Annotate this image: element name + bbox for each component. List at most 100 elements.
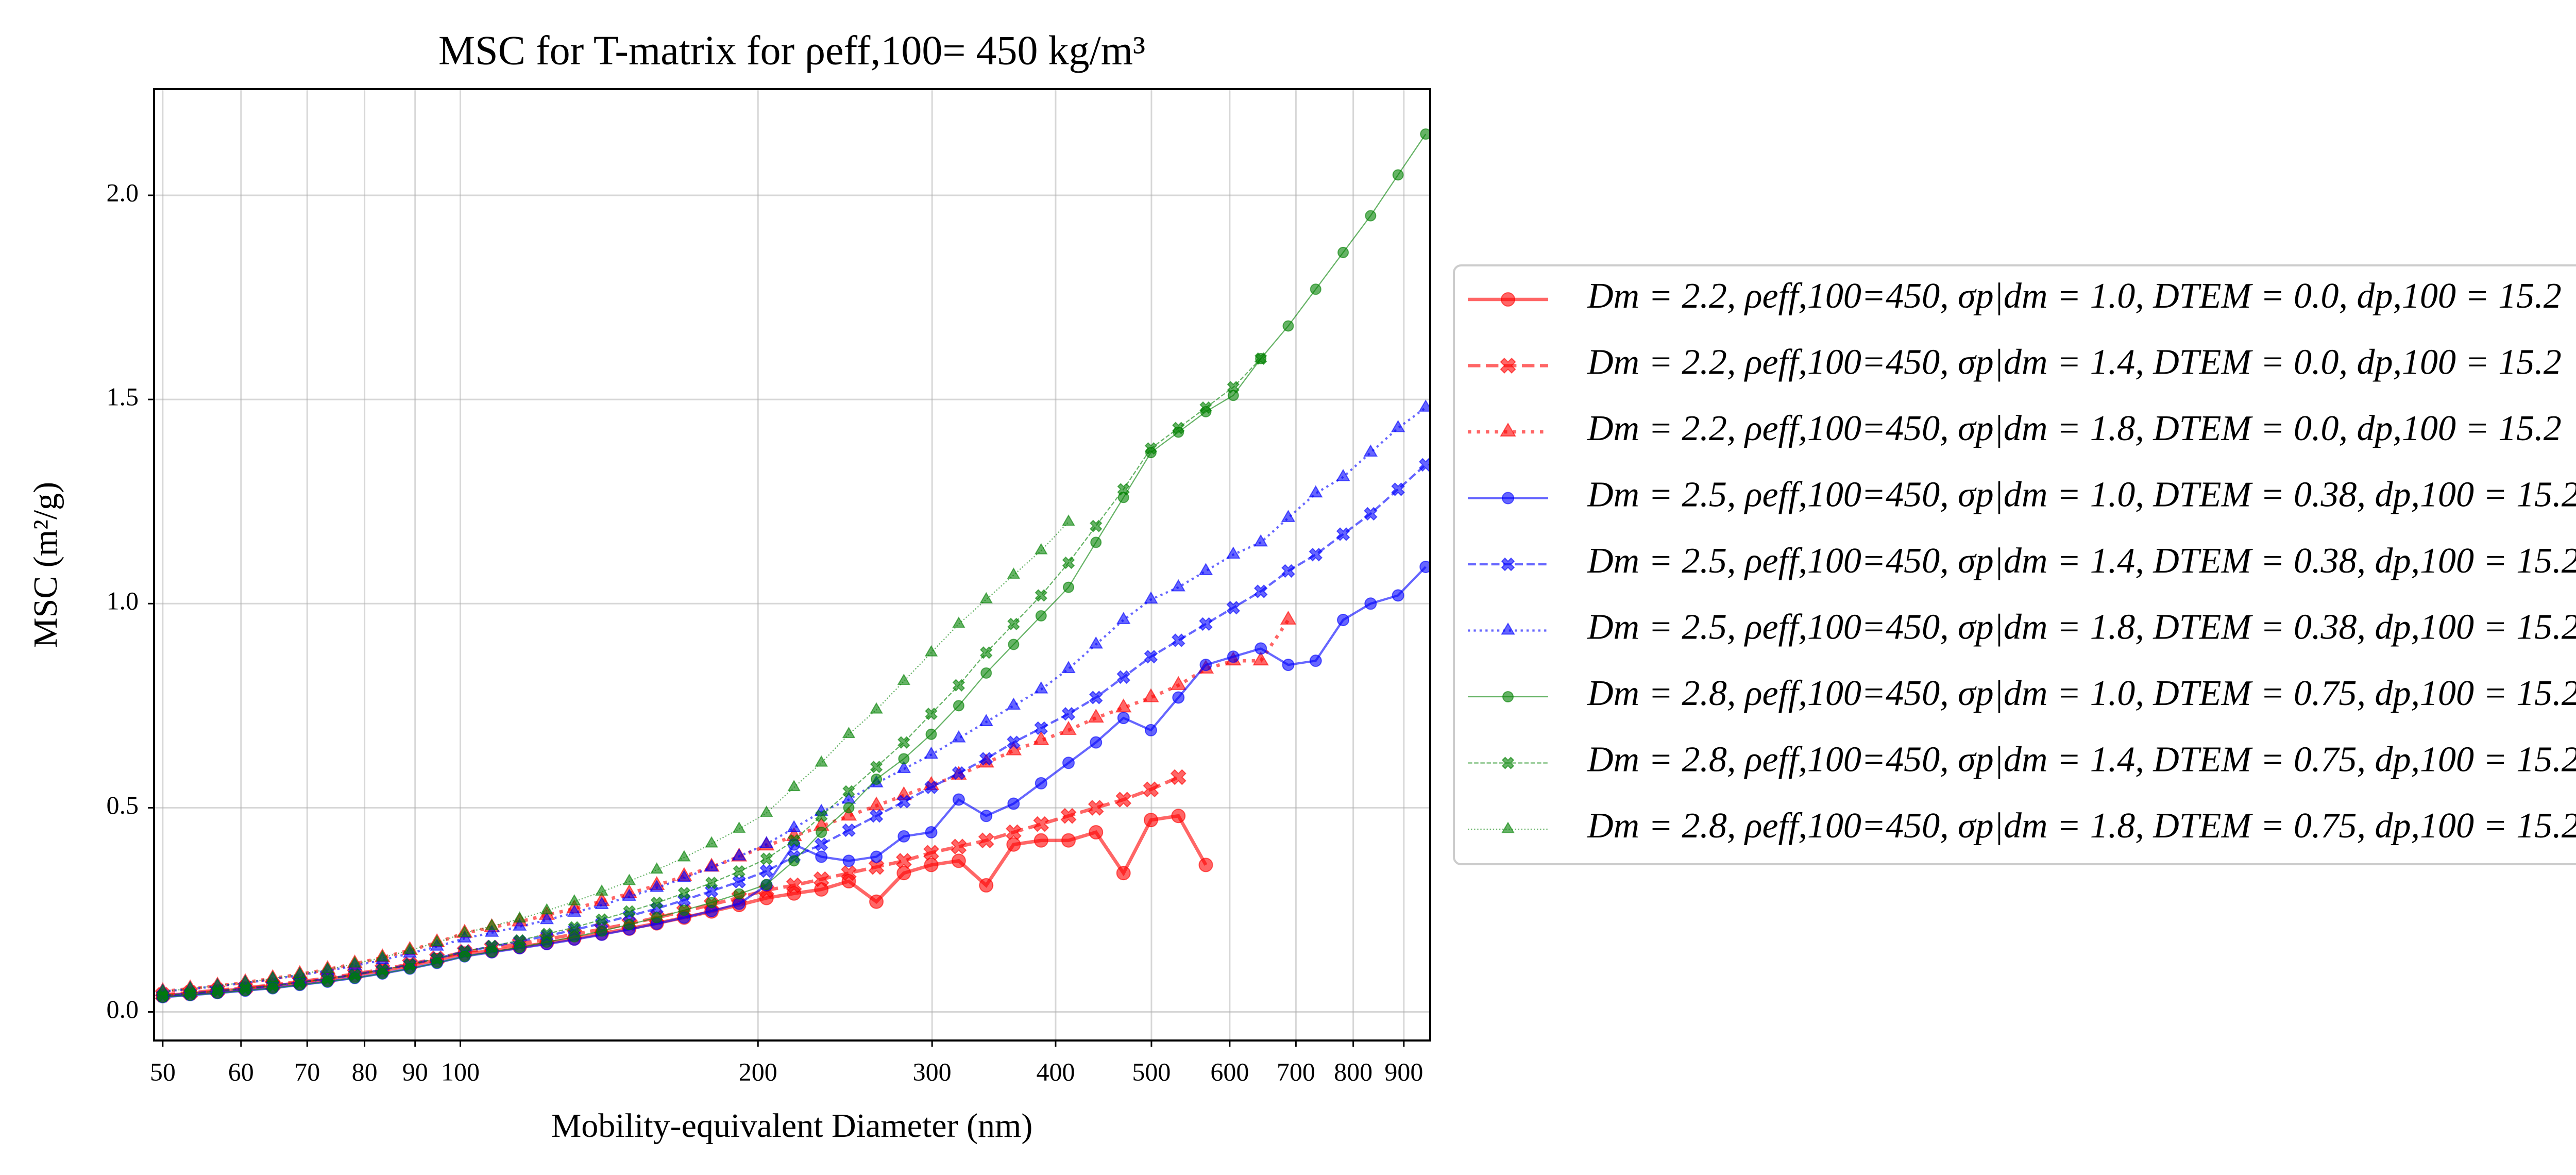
data-point <box>870 760 883 774</box>
legend-label: Dm = 2.2, ρeff,100=450, σp|dm = 1.0, DTE… <box>1587 276 2562 316</box>
data-point <box>1088 799 1104 816</box>
data-point <box>1034 721 1048 735</box>
data-point <box>376 950 389 962</box>
data-point <box>239 975 252 986</box>
data-point <box>1143 813 1158 828</box>
data-point <box>979 714 993 726</box>
data-point <box>1170 769 1187 785</box>
data-point <box>1062 581 1074 593</box>
data-point <box>897 830 910 843</box>
data-point <box>1090 736 1103 749</box>
data-point <box>156 984 170 996</box>
data-point <box>1143 688 1159 702</box>
data-point <box>1198 858 1213 872</box>
data-point <box>1226 600 1241 615</box>
data-point <box>869 809 884 823</box>
data-point <box>1005 824 1022 841</box>
data-point <box>596 925 607 937</box>
data-point <box>705 836 718 848</box>
data-point <box>1171 579 1185 592</box>
series-line <box>162 133 1427 998</box>
data-point <box>1364 597 1377 610</box>
x-axis-label: Mobility-equivalent Diameter (nm) <box>551 1107 1033 1145</box>
data-point <box>925 707 938 720</box>
data-point <box>595 913 608 926</box>
data-point <box>1143 781 1159 798</box>
data-point <box>732 875 746 889</box>
data-point <box>1253 584 1268 598</box>
plot-area <box>155 128 1430 1004</box>
data-point <box>430 935 444 947</box>
legend: Dm = 2.2, ρeff,100=450, σp|dm = 1.0, DTE… <box>1468 276 2576 846</box>
data-point <box>1007 735 1021 749</box>
data-point <box>321 962 334 973</box>
data-point <box>1418 399 1430 412</box>
data-point <box>1144 724 1157 736</box>
data-point <box>1090 536 1102 548</box>
data-point <box>814 837 828 852</box>
data-point <box>677 886 691 900</box>
data-point <box>979 878 994 893</box>
data-point <box>1282 320 1294 332</box>
data-point <box>1088 709 1104 723</box>
data-point <box>1171 809 1186 824</box>
x-tick-label: 200 <box>739 1057 777 1086</box>
data-point <box>595 897 609 909</box>
data-point <box>1062 556 1075 569</box>
data-point <box>1199 617 1213 631</box>
x-tick-label: 50 <box>150 1057 176 1086</box>
data-point <box>952 730 966 743</box>
data-point <box>980 810 993 822</box>
data-point <box>897 795 911 809</box>
data-point <box>1115 792 1132 808</box>
data-point <box>813 871 829 887</box>
data-point <box>870 850 883 863</box>
data-point <box>1008 639 1020 650</box>
data-point <box>953 700 964 712</box>
x-tick-label: 300 <box>913 1057 952 1086</box>
data-point <box>1199 659 1212 672</box>
data-point <box>1391 419 1405 432</box>
data-point <box>1420 128 1430 140</box>
series-line <box>162 775 1179 997</box>
data-point <box>321 972 334 985</box>
legend-marker <box>1501 622 1515 635</box>
data-point <box>540 903 554 915</box>
data-point <box>650 862 664 874</box>
data-point <box>1364 507 1378 521</box>
data-point <box>485 918 499 930</box>
data-point <box>815 755 828 767</box>
x-tick-label: 60 <box>228 1057 254 1086</box>
data-point <box>1227 381 1240 394</box>
data-point <box>1144 442 1158 455</box>
data-point <box>924 858 939 872</box>
data-point <box>815 810 828 822</box>
y-tick-label: 2.0 <box>107 178 139 207</box>
data-point <box>1172 691 1185 704</box>
data-point <box>1392 589 1404 602</box>
data-point <box>1280 610 1297 625</box>
data-point <box>677 869 691 882</box>
data-point <box>897 736 910 749</box>
data-point <box>952 679 965 692</box>
data-point <box>540 927 553 941</box>
legend-marker <box>1501 292 1515 307</box>
data-point <box>1089 691 1103 704</box>
data-point <box>513 934 526 947</box>
legend-label: Dm = 2.2, ρeff,100=450, σp|dm = 1.4, DTE… <box>1587 343 2562 382</box>
data-point <box>786 877 802 894</box>
legend-marker <box>1501 557 1515 572</box>
data-point <box>678 904 690 916</box>
data-point <box>1006 697 1021 710</box>
x-tick-label: 400 <box>1036 1057 1075 1086</box>
data-point <box>376 963 389 977</box>
data-point <box>732 821 746 833</box>
x-tick-label: 700 <box>1277 1057 1315 1086</box>
legend-label: Dm = 2.5, ρeff,100=450, σp|dm = 1.8, DTE… <box>1587 608 2576 647</box>
x-tick-label: 600 <box>1210 1057 1249 1086</box>
data-point <box>623 918 635 930</box>
chart-title: MSC for T-matrix for ρeff,100= 450 kg/m³ <box>438 28 1145 73</box>
data-point <box>759 864 774 878</box>
data-point <box>733 888 745 900</box>
x-tick-label: 90 <box>402 1057 428 1086</box>
